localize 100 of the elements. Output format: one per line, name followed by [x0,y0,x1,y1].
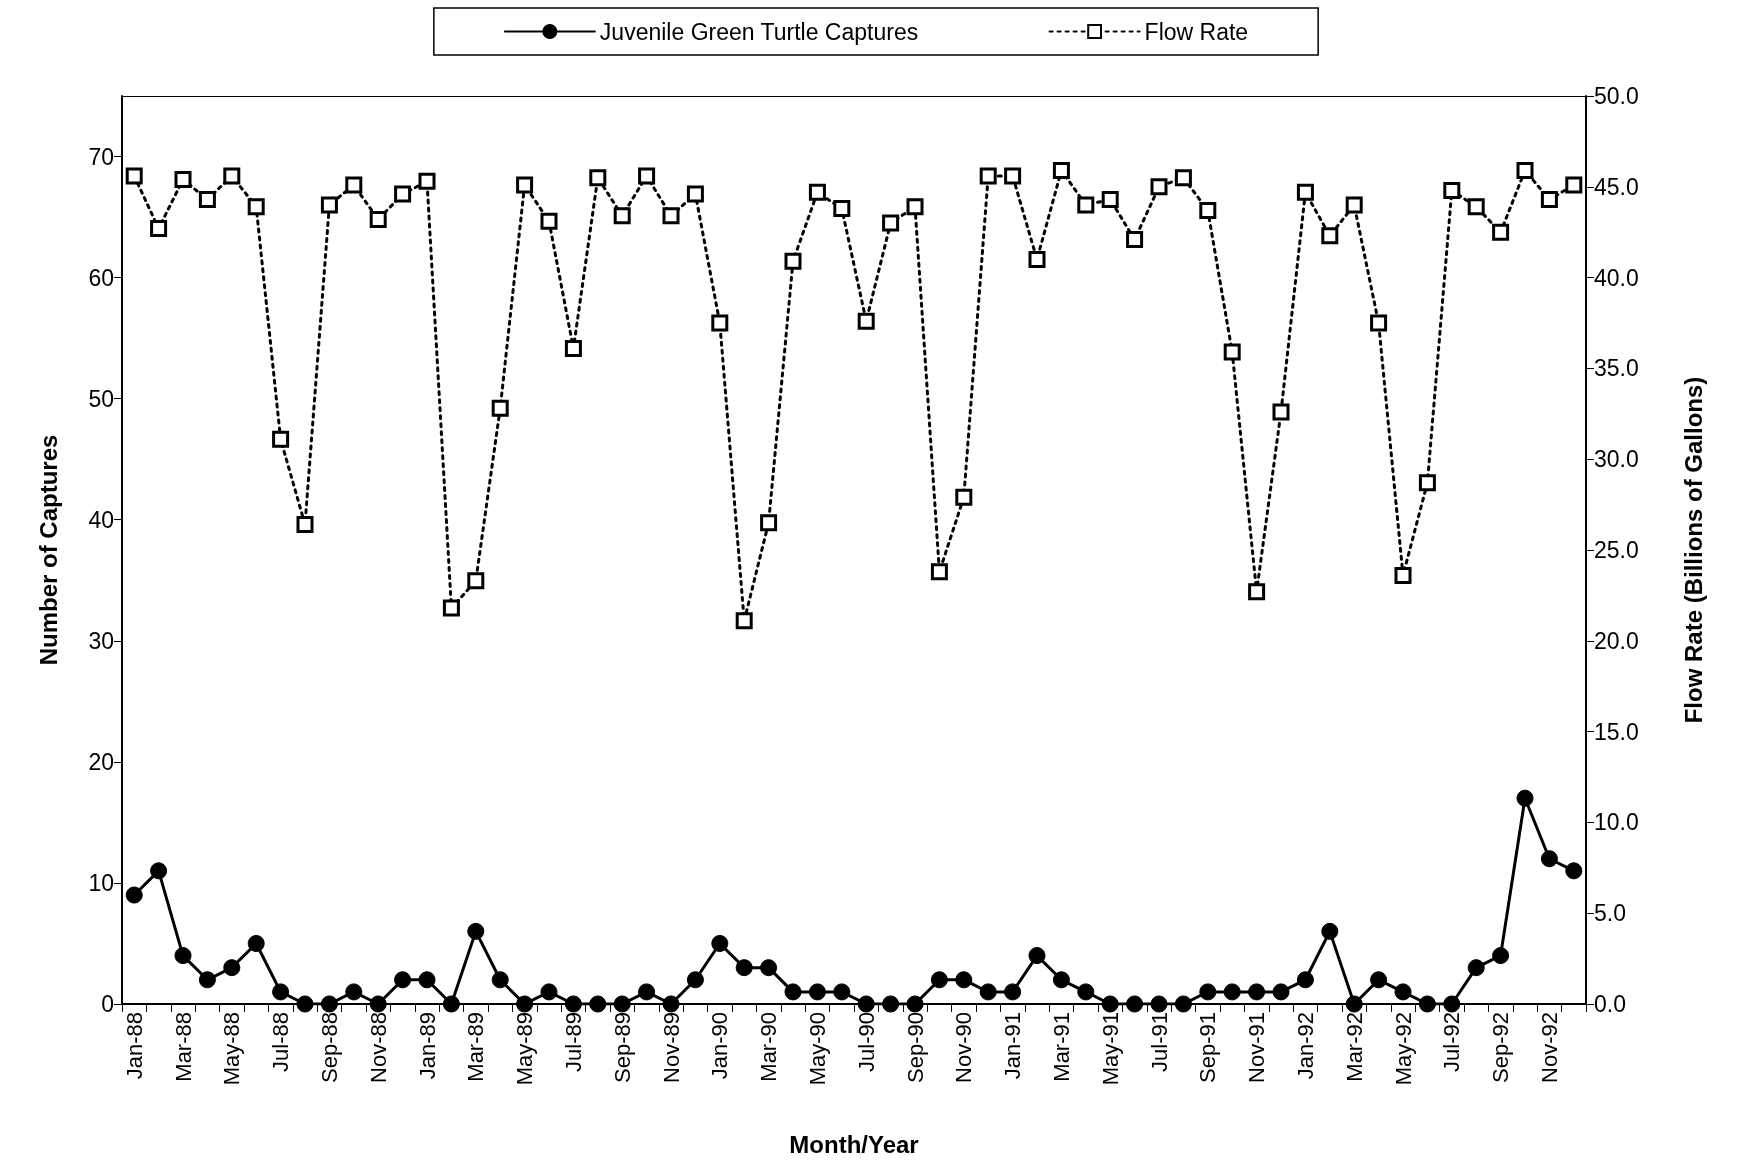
point [979,983,997,1001]
point [1199,201,1217,219]
x-tick-label: Sep-91 [1195,1012,1221,1083]
point [174,171,192,189]
point [394,185,412,203]
y2-tick-label: 40.0 [1594,264,1639,291]
point [735,959,753,977]
point [1028,947,1046,965]
point [808,983,826,1001]
point [930,563,948,581]
legend-label: Flow Rate [1144,18,1249,45]
point [784,252,802,270]
point [1345,995,1363,1013]
x-tick-label: Sep-89 [609,1012,635,1083]
point [1126,995,1144,1013]
point [394,971,412,989]
y2-axis-title: Flow Rate (Billions of Gallons) [1679,376,1707,724]
point [418,172,436,190]
x-tick-label: May-90 [804,1012,830,1086]
point [735,612,753,630]
point [1150,178,1168,196]
point [589,169,607,187]
point [857,312,875,330]
point [711,934,729,952]
point [198,971,216,989]
x-tick-label: Jul-88 [268,1012,294,1072]
point [1394,983,1412,1001]
point [491,399,509,417]
point [1467,198,1485,216]
point [1443,181,1461,199]
point [564,339,582,357]
point [1516,789,1534,807]
point [1370,314,1388,332]
point [613,207,631,225]
point [442,599,460,617]
point [1565,862,1583,880]
legend-label: Juvenile Green Turtle Captures [599,18,919,45]
x-tick-label: Sep-92 [1488,1012,1514,1083]
point [418,971,436,989]
point [1004,983,1022,1001]
y-tick-label: 0 [101,991,114,1017]
point [345,176,363,194]
x-tick-label: Nov-90 [951,1012,977,1083]
point [711,314,729,332]
point [1077,196,1095,214]
point [1126,230,1144,248]
point [1174,169,1192,187]
x-tick-label: Jan-91 [1000,1012,1026,1080]
y-tick-label: 10 [88,869,114,896]
x-tick-label: May-89 [512,1012,538,1086]
y2-tick-label: 35.0 [1594,355,1639,382]
point [760,514,778,532]
x-axis-title: Month/Year [789,1130,919,1158]
point [345,983,363,1001]
point [369,995,387,1013]
point [638,167,656,185]
point [930,971,948,989]
point [247,934,265,952]
y2-tick-label: 15.0 [1594,718,1639,745]
x-tick-label: Nov-89 [658,1012,684,1083]
point [296,516,314,534]
point [1540,850,1558,868]
point [223,167,241,185]
point [1296,183,1314,201]
x-tick-label: Jan-89 [414,1012,440,1080]
point [1370,971,1388,989]
point [247,198,265,216]
point [540,983,558,1001]
y2-tick-label: 10.0 [1594,809,1639,836]
point [1345,196,1363,214]
point [857,995,875,1013]
y2-tick-label: 0.0 [1594,991,1626,1017]
x-tick-label: May-91 [1097,1012,1123,1086]
y2-tick-label: 20.0 [1594,627,1639,654]
point [1272,403,1290,421]
x-tick-label: Jan-88 [121,1012,147,1080]
point [1101,995,1119,1013]
point [1418,995,1436,1013]
y-tick-label: 40 [88,506,114,533]
point [686,971,704,989]
point [272,983,290,1001]
x-tick-label: Mar-90 [756,1012,782,1082]
point [1418,474,1436,492]
point [808,183,826,201]
y-tick-label: 20 [88,748,114,775]
point [1101,191,1119,209]
point [1321,227,1339,245]
point [589,995,607,1013]
point [320,995,338,1013]
y-tick-label: 50 [88,385,114,412]
x-tick-label: Sep-88 [316,1012,342,1083]
y2-tick-label: 50.0 [1594,83,1639,109]
x-tick-label: Mar-91 [1048,1012,1074,1082]
point [223,959,241,977]
x-tick-label: Jan-90 [707,1012,733,1080]
y-tick-label: 70 [88,143,114,170]
point [1467,959,1485,977]
y2-tick-label: 45.0 [1594,173,1639,200]
x-tick-label: May-92 [1390,1012,1416,1086]
y-axis-title: Number of Captures [34,434,62,666]
